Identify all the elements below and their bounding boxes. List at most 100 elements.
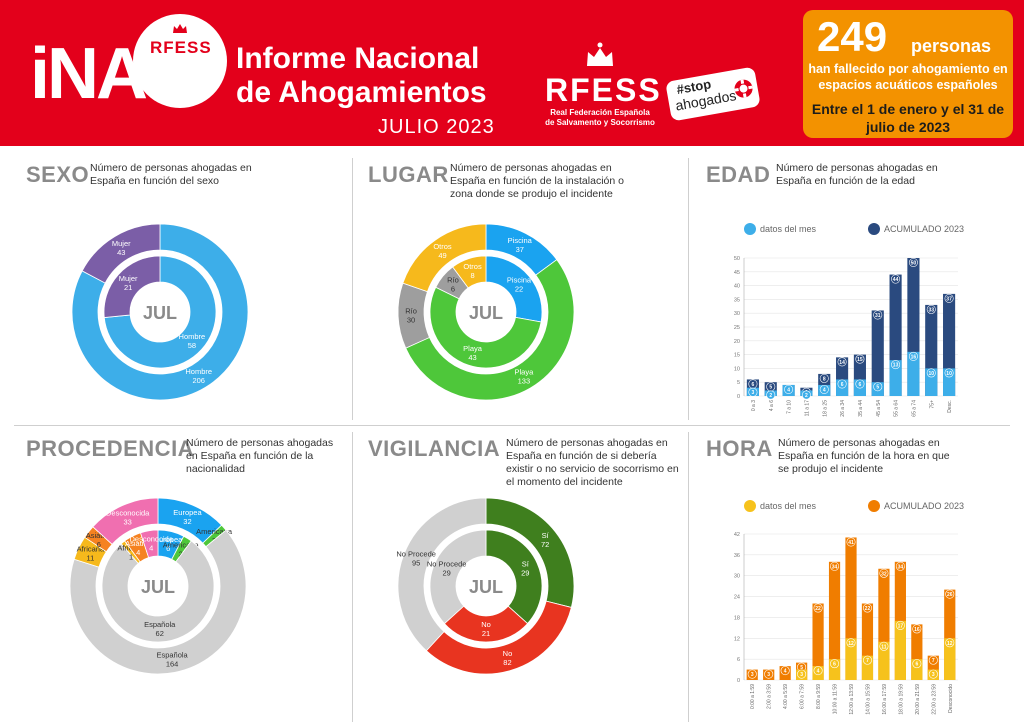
y-tick-label: 15 (734, 353, 740, 359)
slice-cumulative-desconocida (92, 497, 159, 545)
y-tick-label: 36 (734, 553, 740, 559)
slice-value-europea: 6 (166, 544, 170, 553)
bar-value-label: 16 (914, 627, 920, 633)
bar-value-label: 4 (784, 669, 787, 675)
bar-value-badge (908, 258, 918, 267)
slice-value-piscina: 22 (515, 284, 523, 293)
x-tick-label: 4:00 a 5:59 (783, 684, 789, 709)
slice-label-rio: Río (405, 306, 417, 315)
bar-value-badge (846, 638, 856, 648)
slice-cumulative-playa (405, 259, 575, 401)
summary-text: han fallecido por ahogamiento en espacio… (808, 62, 1008, 92)
y-tick-label: 35 (734, 297, 740, 303)
panel-desc-vigilancia: Número de personas ahogadas en España en… (506, 437, 679, 488)
slice-value-playa: 133 (518, 377, 531, 386)
panel-title-vigilancia: VIGILANCIA (368, 436, 501, 461)
slice-label-playa: Playa (463, 344, 483, 353)
edad-bar-chart: 0510152025303540455065438141531445033373… (734, 256, 958, 417)
bar-cumulative (944, 589, 956, 680)
lifebuoy-icon (734, 79, 753, 98)
slice-value-piscina: 37 (516, 245, 524, 254)
x-tick-label: 45 a 54 (876, 400, 882, 417)
bar-cumulative (845, 537, 857, 680)
bar-value-badge (862, 603, 872, 613)
bar-value-label: 3 (767, 672, 770, 678)
bar-value-badge (926, 304, 936, 314)
x-tick-label: 8:00 a 9:59 (816, 684, 822, 709)
x-tick-label: 55 a 64 (894, 400, 900, 417)
bar-month (907, 351, 920, 396)
legend-marker-month (744, 223, 756, 235)
bar-value-badge (879, 641, 889, 651)
slice-value-otros: 49 (438, 251, 446, 260)
bar-value-badge (945, 589, 955, 599)
x-tick-label: 0:00 a 1:59 (750, 684, 756, 709)
y-tick-label: 10 (734, 366, 740, 372)
slice-value-mujer: 43 (117, 248, 125, 257)
bar-value-badge (928, 655, 938, 665)
procedencia-donut-chart: Europea32Americana3Española164Africana11… (69, 497, 247, 675)
bar-cumulative (927, 655, 939, 680)
bar-value-label: 3 (752, 390, 755, 396)
bar-value-label: 8 (823, 376, 826, 382)
slice-label-africana: Africana (77, 545, 105, 554)
bar-value-label: 15 (857, 357, 863, 363)
slice-label-no: No (481, 620, 491, 629)
panel-desc-edad: Número de personas ahogadas en España en… (776, 162, 938, 187)
bar-month (889, 360, 902, 396)
slice-label-otros: Otros (433, 242, 452, 251)
bar-value-badge (764, 669, 774, 679)
bar-month (944, 638, 956, 680)
slice-label-playa: Playa (515, 368, 535, 377)
x-tick-label: 65 a 74 (911, 400, 917, 417)
bar-value-badge (837, 357, 847, 367)
y-tick-label: 24 (734, 595, 740, 601)
bar-value-badge (784, 384, 794, 394)
bar-value-label: 50 (911, 261, 917, 267)
x-tick-label: 20:00 a 21:59 (915, 684, 921, 715)
slice-value-asiatica: 4 (136, 548, 140, 557)
bar-cumulative (812, 603, 824, 680)
divider (688, 432, 689, 722)
bar-value-badge (830, 561, 840, 571)
bar-value-label: 3 (800, 672, 803, 678)
x-tick-label: 11 a 17 (804, 400, 810, 417)
slice-value-americana: 2 (179, 549, 183, 558)
bar-value-badge (895, 620, 905, 630)
panel-desc-sexo: Número de personas ahogadas en España en… (90, 162, 252, 187)
bar-value-label: 6 (752, 382, 755, 388)
slice-label-si: Sí (542, 531, 550, 540)
slice-label-europea: Europea (154, 535, 183, 544)
y-tick-label: 5 (737, 380, 740, 386)
slice-value-hombre: 58 (188, 341, 196, 350)
report-title: Informe Nacional de Ahogamientos (236, 42, 487, 110)
bar-value-label: 22 (815, 606, 821, 612)
panel-title-lugar: LUGAR (368, 162, 449, 187)
bar-value-label: 11 (881, 644, 887, 650)
bar-value-label: 7 (866, 658, 869, 664)
x-tick-label: 4 a 6 (769, 400, 775, 411)
bar-value-badge (895, 561, 905, 571)
bar-value-label: 32 (881, 571, 887, 577)
panel-title-sexo: SEXO (26, 162, 90, 187)
y-tick-label: 6 (737, 657, 740, 663)
bar-value-label: 3 (932, 672, 935, 678)
legend-label-cumulative: ACUMULADO 2023 (884, 224, 965, 234)
lugar-donut-chart: Piscina37Playa133Río30Otros49Piscina22Pl… (397, 223, 575, 401)
panel-desc-hora: Número de personas ahogadas en España en… (778, 437, 950, 475)
bar-value-badge (891, 360, 901, 370)
slice-month-hombre (103, 255, 217, 369)
bar-value-label: 3 (751, 672, 754, 678)
bar-value-label: 17 (898, 623, 904, 629)
bar-value-label: 34 (898, 564, 904, 570)
slice-label-no: No (503, 649, 513, 658)
slice-label-europea: Europea (173, 508, 202, 517)
bar-value-label: 2 (805, 393, 808, 399)
bar-value-label: 12 (848, 641, 854, 647)
slice-value-otros: 8 (470, 271, 474, 280)
ina-logo-badge: RFESS (150, 38, 212, 57)
divider (688, 158, 689, 420)
panel-desc-lugar: Número de personas ahogadas en España en… (450, 162, 624, 200)
rfess-logo: RFESS (545, 72, 662, 108)
